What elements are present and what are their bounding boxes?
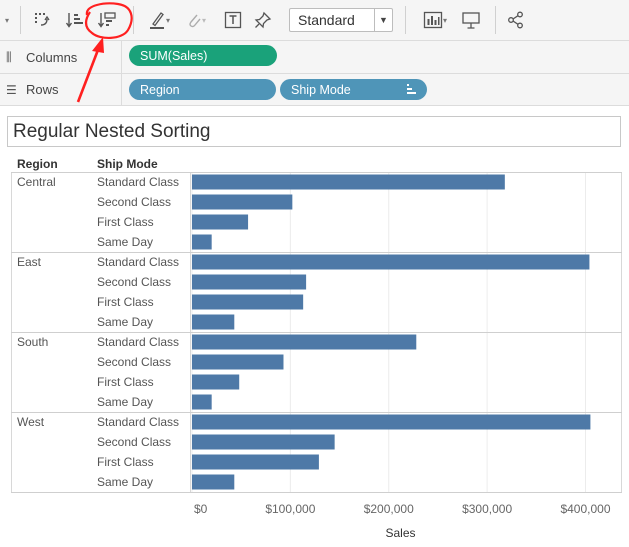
ship-mode-label: Same Day (97, 395, 153, 409)
swap-rows-columns-button[interactable] (30, 8, 54, 32)
ship-mode-label: Standard Class (97, 175, 179, 189)
worksheet-title: Regular Nested Sorting (13, 121, 211, 142)
bar (192, 354, 284, 370)
highlight-button[interactable]: ▾ (143, 8, 175, 32)
region-pill-label: Region (140, 82, 180, 97)
bar (192, 194, 293, 210)
bar (192, 294, 304, 310)
bar (192, 334, 417, 350)
region-label: West (17, 415, 45, 429)
group-members-button[interactable]: ▾ (180, 8, 212, 32)
x-axis-title: Sales (385, 526, 415, 540)
ship-mode-label: Second Class (97, 275, 171, 289)
bar-chart[interactable]: Region Ship Mode Central Standard Class Seco… (0, 106, 629, 547)
group-members-icon (189, 14, 201, 28)
ship-mode-label: First Class (97, 295, 154, 309)
region-pill[interactable]: Region (129, 79, 276, 100)
highlight-icon (149, 12, 164, 29)
chevron-down-icon: ▾ (4, 15, 9, 25)
bar (192, 414, 591, 430)
bar (192, 314, 235, 330)
toolbar-divider (495, 6, 496, 34)
columns-icon: ⫼ (6, 49, 12, 64)
sort-ascending-button[interactable] (63, 8, 87, 32)
x-tick-label: $200,000 (364, 502, 414, 516)
show-me-icon (423, 11, 443, 29)
ship-mode-column-header: Ship Mode (97, 157, 158, 171)
columns-label-text: Columns (26, 49, 78, 65)
ship-mode-label: First Class (97, 455, 154, 469)
bar (192, 214, 249, 230)
toolbar-overflow-dropdown[interactable]: ▾ (2, 8, 12, 32)
chevron-down-icon: ▼ (374, 9, 392, 31)
x-tick-label: $100,000 (265, 502, 315, 516)
toolbar-divider (133, 6, 134, 34)
swap-icon (35, 13, 50, 26)
bar (192, 374, 240, 390)
bar (192, 474, 235, 490)
chevron-down-icon: ▾ (442, 15, 447, 25)
fix-axes-icon (254, 11, 272, 29)
ship-mode-label: Same Day (97, 475, 153, 489)
bar (192, 234, 212, 250)
ship-mode-label: First Class (97, 215, 154, 229)
show-labels-button[interactable] (222, 8, 244, 32)
sort-indicator-icon (407, 84, 416, 94)
region-label: East (17, 255, 42, 269)
toolbar: ▾ ▾ ▾ (0, 0, 629, 41)
ship-mode-label: Standard Class (97, 255, 179, 269)
ship-mode-label: Standard Class (97, 415, 179, 429)
sort-descending-button[interactable] (95, 8, 119, 32)
x-tick-label: $300,000 (462, 502, 512, 516)
bar (192, 454, 319, 470)
columns-shelf-label: ⫼ Columns (0, 41, 122, 73)
ship-mode-pill-label: Ship Mode (291, 82, 351, 97)
presentation-mode-button[interactable] (460, 8, 482, 32)
bar (192, 274, 307, 290)
region-label: Central (17, 175, 56, 189)
share-icon (508, 11, 523, 29)
show-labels-icon (224, 11, 242, 29)
chevron-down-icon: ▾ (165, 15, 170, 25)
rows-label-text: Rows (26, 82, 59, 97)
bar (192, 254, 590, 270)
rows-icon: ☰ (6, 82, 17, 97)
ship-mode-label: Same Day (97, 235, 153, 249)
x-tick-label: $0 (194, 502, 208, 516)
sum-sales-pill-label: SUM(Sales) (140, 48, 208, 63)
sort-ascending-icon (65, 13, 83, 28)
bar (192, 434, 335, 450)
fix-axes-button[interactable] (252, 8, 274, 32)
rows-shelf-label: ☰ Rows (0, 74, 122, 105)
rows-shelf[interactable]: ☰ Rows Region Ship Mode (0, 74, 629, 106)
share-button[interactable] (505, 8, 527, 32)
show-me-button[interactable]: ▾ (418, 8, 452, 32)
view-size-value: Standard (298, 12, 355, 28)
ship-mode-label: Second Class (97, 355, 171, 369)
ship-mode-label: Standard Class (97, 335, 179, 349)
ship-mode-label: Second Class (97, 435, 171, 449)
chevron-down-icon: ▾ (201, 15, 206, 25)
presentation-icon (462, 12, 480, 29)
sort-descending-icon (97, 12, 116, 28)
ship-mode-label: Second Class (97, 195, 171, 209)
view-size-dropdown[interactable]: Standard ▼ (289, 8, 393, 32)
x-tick-label: $400,000 (560, 502, 610, 516)
worksheet-view: Regular Nested Sorting Region Ship Mode Ce… (0, 106, 629, 547)
columns-shelf[interactable]: ⫼ Columns SUM(Sales) (0, 41, 629, 74)
region-label: South (17, 335, 48, 349)
ship-mode-label: Same Day (97, 315, 153, 329)
region-column-header: Region (17, 157, 58, 171)
sum-sales-pill[interactable]: SUM(Sales) (129, 45, 277, 66)
toolbar-divider (405, 6, 406, 34)
worksheet-title-box[interactable]: Regular Nested Sorting (7, 116, 621, 147)
bar (192, 394, 212, 410)
ship-mode-pill[interactable]: Ship Mode (280, 79, 427, 100)
ship-mode-label: First Class (97, 375, 154, 389)
toolbar-divider (20, 6, 21, 34)
bar (192, 174, 505, 190)
